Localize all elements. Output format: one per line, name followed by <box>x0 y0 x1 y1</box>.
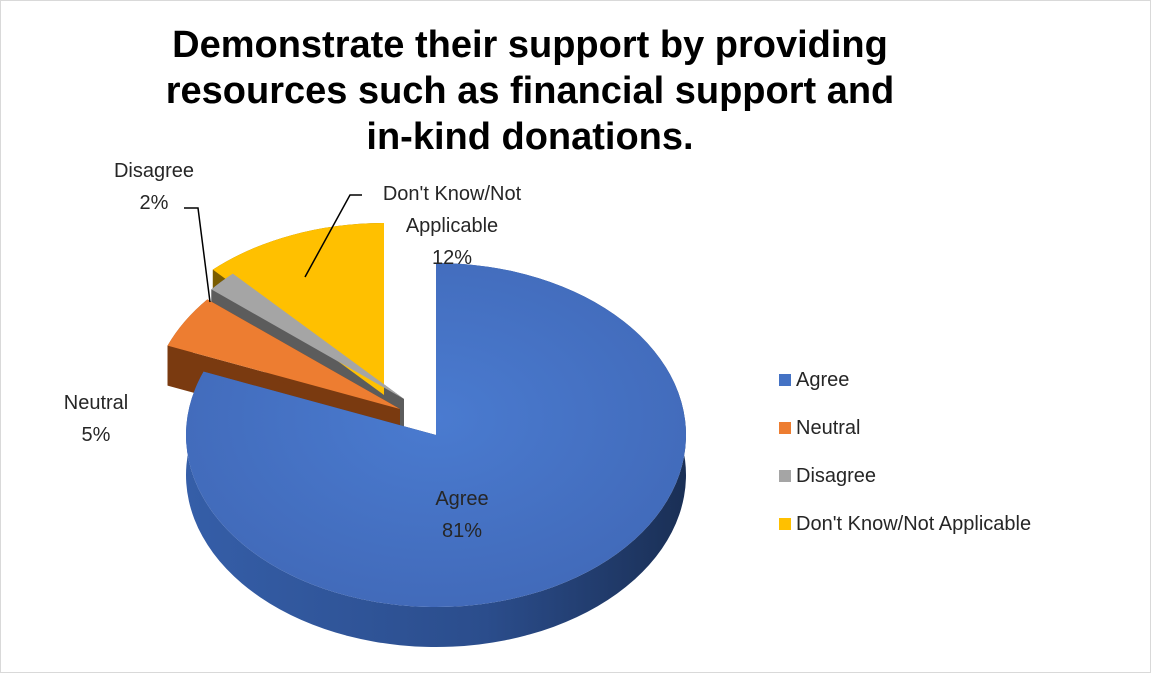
legend-swatch-agree <box>779 374 791 386</box>
legend-item-neutral: Neutral <box>779 404 1031 452</box>
legend-item-disagree: Disagree <box>779 452 1031 500</box>
legend-item-dont-know: Don't Know/Not Applicable <box>779 500 1031 548</box>
leader-line-dont-know <box>304 194 362 278</box>
legend-label-neutral: Neutral <box>796 416 861 439</box>
legend-item-agree: Agree <box>779 356 1031 404</box>
legend-label-dont-know: Don't Know/Not Applicable <box>796 512 1032 535</box>
leader-line-disagree <box>184 207 211 303</box>
data-label-don-t-know-not-applicable: Don't Know/Not Applicable 12% <box>383 183 522 269</box>
legend: Agree Neutral Disagree Don't Know/Not Ap… <box>779 356 1031 548</box>
slice-neutral <box>167 299 400 409</box>
data-label-neutral: Neutral 5% <box>64 392 128 446</box>
chart-title: Demonstrate their support by providing r… <box>165 24 895 158</box>
slice-agree <box>185 263 686 607</box>
legend-label-agree: Agree <box>796 368 850 391</box>
legend-swatch-disagree <box>779 470 791 482</box>
legend-swatch-dont-know <box>779 518 791 530</box>
data-label-disagree: Disagree 2% <box>114 160 194 214</box>
slice-disagree <box>211 273 404 399</box>
legend-label-disagree: Disagree <box>796 464 877 487</box>
slice-don-t-know-not-applicable <box>212 223 384 395</box>
data-label-agree: Agree 81% <box>435 488 488 542</box>
legend-swatch-neutral <box>779 422 791 434</box>
